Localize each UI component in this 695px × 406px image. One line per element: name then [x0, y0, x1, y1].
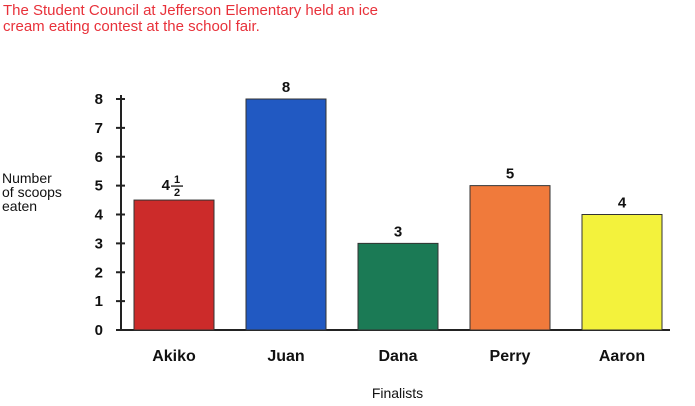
title-line-1: The Student Council at Jefferson Element…: [3, 2, 378, 19]
bar: [357, 242, 439, 331]
y-tick-label: 1: [95, 293, 103, 310]
bar: [581, 214, 663, 331]
bar: [133, 199, 215, 331]
bar: [245, 98, 327, 331]
chart-title: The Student Council at Jefferson Element…: [3, 3, 473, 35]
category-label: Aaron: [599, 348, 645, 365]
category-label: Juan: [267, 348, 304, 365]
bar: [469, 185, 551, 331]
y-axis-label: Number of scoops eaten: [2, 170, 62, 214]
data-label: 5: [506, 166, 514, 183]
fraction-numerator: 1: [174, 174, 180, 186]
category-label: Dana: [378, 348, 417, 365]
data-label: 8: [282, 79, 290, 96]
data-label: 4: [618, 195, 627, 212]
data-label: 3: [394, 223, 402, 240]
y-tick-label: 2: [95, 264, 103, 281]
x-axis-label: Finalists: [371, 385, 424, 401]
y-tick-label: 0: [95, 322, 103, 339]
category-label: Perry: [490, 348, 531, 365]
fraction-denominator: 2: [174, 187, 180, 199]
y-tick-label: 4: [95, 207, 104, 224]
data-label: 4: [162, 177, 171, 194]
y-tick-label: 7: [95, 120, 103, 137]
title-line-2: cream eating contest at the school fair.: [3, 18, 260, 35]
y-tick-label: 5: [95, 178, 103, 195]
category-label: Akiko: [152, 348, 196, 365]
y-tick-label: 6: [95, 149, 103, 166]
y-tick-label: 3: [95, 235, 103, 252]
y-tick-label: 8: [95, 91, 103, 108]
